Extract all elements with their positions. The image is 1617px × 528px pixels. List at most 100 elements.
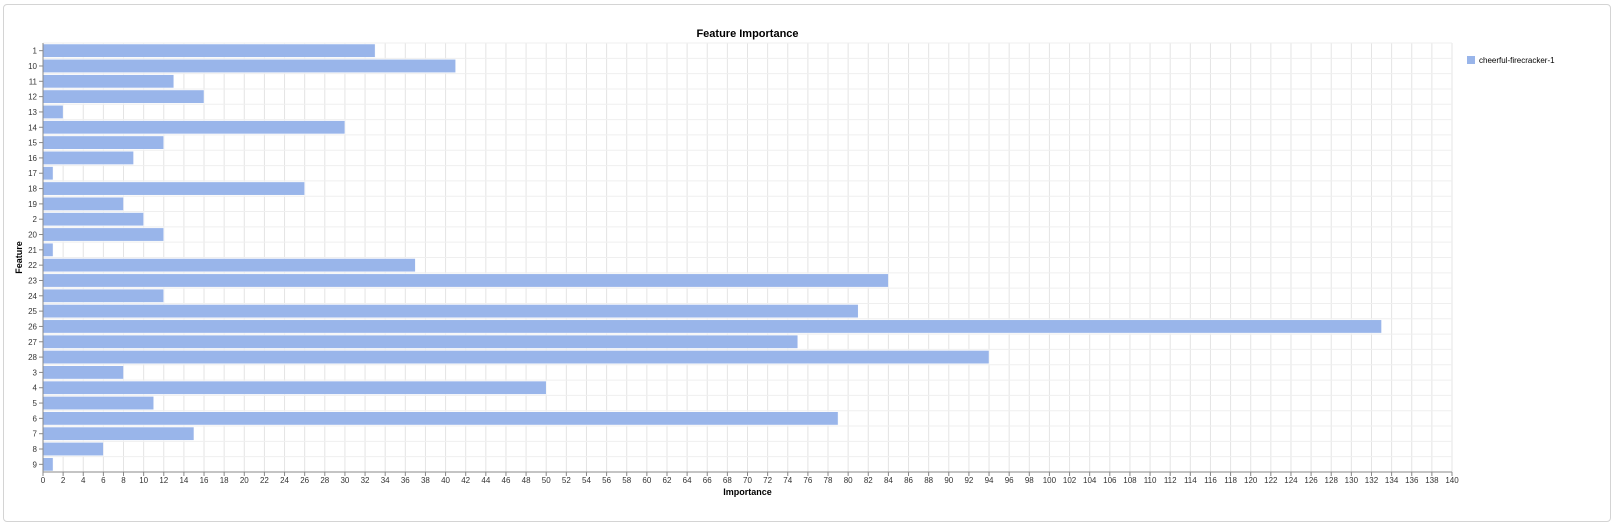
x-tick-label: 22 [260, 476, 269, 485]
bar [42, 457, 54, 472]
y-tick-label: 4 [33, 384, 38, 393]
x-tick-label: 90 [944, 476, 953, 485]
y-tick-label: 1 [33, 47, 38, 56]
x-tick-label: 92 [964, 476, 973, 485]
x-tick-label: 108 [1123, 476, 1137, 485]
y-axis: 1 10 11 12 13 14 15 16 17 18 19 2 20 21 22 23 24 25 26 27 28… [28, 43, 44, 472]
y-tick-label: 16 [28, 154, 37, 163]
x-tick-label: 12 [159, 476, 168, 485]
y-tick-label: 17 [28, 169, 37, 178]
x-tick-label: 120 [1244, 476, 1258, 485]
bar [42, 273, 889, 288]
y-tick-label: 12 [28, 93, 37, 102]
x-tick-label: 10 [139, 476, 148, 485]
x-tick-label: 18 [220, 476, 229, 485]
x-tick-label: 40 [441, 476, 450, 485]
x-tick-label: 54 [582, 476, 591, 485]
y-tick-label: 10 [28, 62, 37, 71]
x-tick-label: 46 [502, 476, 511, 485]
x-tick-label: 128 [1325, 476, 1339, 485]
x-tick-label: 70 [743, 476, 752, 485]
x-axis-title: Importance [723, 487, 772, 497]
y-tick-label: 7 [33, 430, 38, 439]
x-tick-label: 118 [1224, 476, 1237, 485]
x-tick-label: 56 [602, 476, 611, 485]
y-tick-label: 25 [28, 307, 37, 316]
bar [42, 288, 165, 303]
y-tick-label: 15 [28, 139, 37, 148]
grid [42, 42, 1453, 473]
x-tick-label: 16 [200, 476, 209, 485]
x-tick-label: 100 [1043, 476, 1057, 485]
x-tick-label: 64 [683, 476, 692, 485]
x-tick-label: 132 [1365, 476, 1379, 485]
x-tick-label: 50 [542, 476, 551, 485]
x-tick-label: 74 [783, 476, 792, 485]
chart-title: Feature Importance [696, 28, 798, 40]
y-tick-label: 26 [28, 322, 37, 331]
y-tick-label: 21 [28, 246, 37, 255]
y-tick-label: 3 [33, 368, 38, 377]
legend: cheerful-firecracker-1 [1467, 56, 1555, 65]
bar [42, 89, 205, 104]
bar [42, 181, 305, 196]
bar [42, 242, 54, 257]
x-tick-label: 34 [381, 476, 390, 485]
bar [42, 442, 104, 456]
y-tick-label: 22 [28, 261, 37, 270]
bar [42, 166, 54, 181]
x-tick-label: 116 [1204, 476, 1217, 485]
y-tick-label: 2 [33, 215, 38, 224]
x-tick-label: 2 [61, 476, 66, 485]
x-tick-label: 68 [723, 476, 732, 485]
x-tick-label: 96 [1005, 476, 1014, 485]
x-tick-label: 60 [642, 476, 651, 485]
bar [42, 411, 839, 426]
x-tick-label: 28 [320, 476, 329, 485]
x-tick-label: 124 [1284, 476, 1298, 485]
x-tick-label: 14 [179, 476, 188, 485]
y-tick-label: 14 [28, 123, 37, 132]
bar [42, 350, 990, 364]
x-tick-label: 78 [824, 476, 833, 485]
x-tick-label: 0 [41, 476, 46, 485]
bar [42, 258, 416, 273]
x-tick-label: 138 [1425, 476, 1439, 485]
bar [42, 426, 195, 441]
bar [42, 380, 547, 395]
x-tick-label: 42 [461, 476, 470, 485]
x-tick-label: 36 [401, 476, 410, 485]
x-tick-label: 4 [81, 476, 86, 485]
bar [42, 135, 165, 150]
x-tick-label: 38 [421, 476, 430, 485]
legend-swatch [1467, 56, 1475, 64]
bar [42, 120, 346, 135]
y-tick-label: 9 [33, 460, 38, 469]
bar [42, 151, 134, 165]
x-tick-label: 26 [300, 476, 309, 485]
x-tick-label: 76 [803, 476, 812, 485]
bar [42, 74, 175, 89]
x-tick-label: 134 [1385, 476, 1399, 485]
bar [42, 196, 124, 211]
x-tick-label: 130 [1345, 476, 1359, 485]
y-tick-label: 27 [28, 338, 37, 347]
y-tick-label: 8 [33, 445, 38, 454]
x-tick-label: 110 [1144, 476, 1157, 485]
x-tick-label: 98 [1025, 476, 1034, 485]
bar [42, 212, 144, 227]
x-tick-label: 62 [663, 476, 672, 485]
x-tick-label: 6 [101, 476, 106, 485]
y-tick-label: 5 [33, 399, 38, 408]
x-tick-label: 44 [481, 476, 490, 485]
x-tick-label: 82 [864, 476, 873, 485]
y-tick-label: 6 [33, 414, 38, 423]
y-tick-label: 23 [28, 276, 37, 285]
bar [42, 396, 154, 410]
bar [42, 227, 165, 242]
x-tick-label: 72 [763, 476, 772, 485]
y-tick-label: 11 [29, 77, 38, 86]
y-tick-label: 20 [28, 231, 37, 240]
bar [42, 304, 859, 319]
